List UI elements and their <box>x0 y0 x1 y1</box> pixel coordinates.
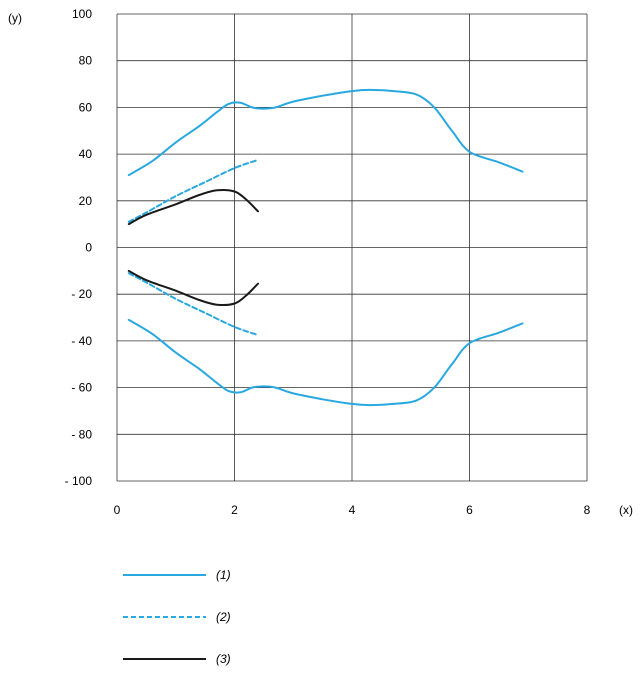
y-tick-label: - 100 <box>65 474 93 488</box>
x-tick-label: 4 <box>349 503 356 517</box>
series-line-2-lower <box>127 272 259 337</box>
y-tick-label: 80 <box>79 54 93 68</box>
x-axis-label: (x) <box>619 503 633 517</box>
x-tick-label: 6 <box>466 503 473 517</box>
y-tick-label: - 80 <box>71 427 92 441</box>
y-tick-label: - 60 <box>71 381 92 395</box>
series-lines <box>127 88 524 407</box>
series-line-3-upper <box>127 188 259 226</box>
y-tick-label: - 20 <box>71 287 92 301</box>
x-tick-label: 8 <box>584 503 591 517</box>
series-line-1-lower <box>127 318 524 407</box>
series-line-2-upper <box>127 158 259 223</box>
legend: (1) (2) (3) <box>123 568 231 666</box>
tick-labels: 100 80 60 40 20 0 - 20 - 40 - 60 - 80 - 100 0 2 4 6 8 <box>65 7 591 517</box>
legend-label: (3) <box>216 652 231 666</box>
legend-label: (2) <box>216 610 231 624</box>
y-tick-label: 0 <box>85 241 92 255</box>
x-tick-label: 2 <box>231 503 238 517</box>
series-line-1-upper <box>127 88 524 177</box>
x-tick-label: 0 <box>114 503 121 517</box>
y-tick-label: 20 <box>79 194 93 208</box>
y-tick-label: 100 <box>72 7 92 21</box>
y-axis-label: (y) <box>8 11 22 25</box>
y-tick-label: 40 <box>79 147 93 161</box>
series-line-3-lower <box>127 269 259 307</box>
y-tick-label: - 40 <box>71 334 92 348</box>
legend-label: (1) <box>216 568 231 582</box>
grid <box>116 13 588 482</box>
y-tick-label: 60 <box>79 100 93 114</box>
